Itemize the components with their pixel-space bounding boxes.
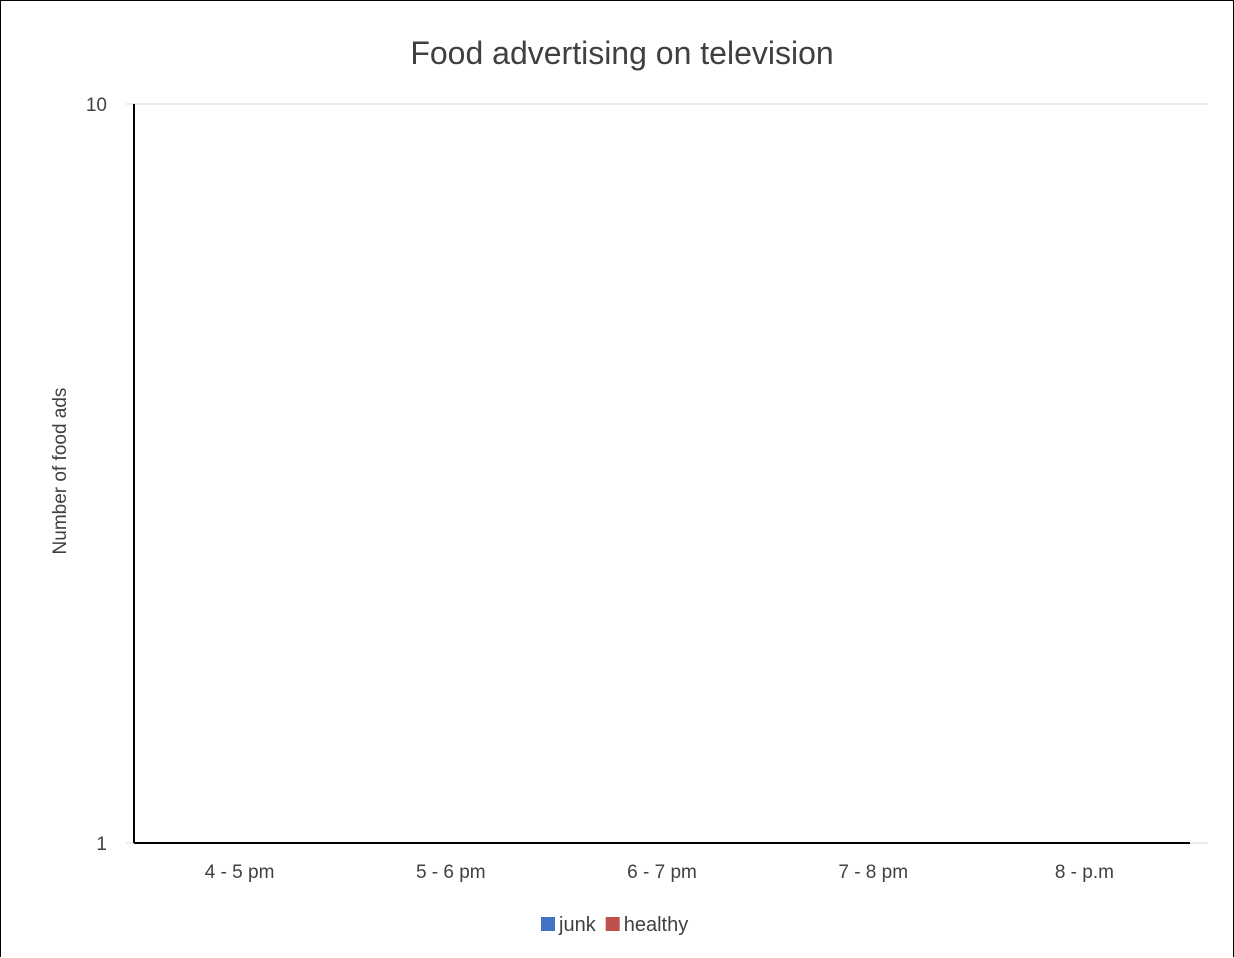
x-tick-label: 6 - 7 pm	[627, 862, 697, 883]
chart-title: Food advertising on television	[410, 35, 833, 71]
x-tick-label: 4 - 5 pm	[205, 862, 275, 883]
x-tick-label: 5 - 6 pm	[416, 862, 486, 883]
x-tick-label: 8 - p.m	[1055, 862, 1114, 883]
x-tick-labels: 4 - 5 pm 5 - 6 pm 6 - 7 pm 7 - 8 pm 8 - p.m	[205, 862, 1114, 883]
y-axis-label: Number of food ads	[50, 388, 71, 555]
legend-label-healthy: healthy	[624, 914, 689, 936]
legend: junk healthy	[541, 914, 688, 936]
legend-label-junk: junk	[558, 914, 597, 936]
gridlines	[126, 103, 1208, 844]
y-tick-labels: 1 10	[86, 95, 107, 855]
y-tick-label: 1	[96, 834, 107, 855]
legend-swatch-healthy	[605, 917, 620, 931]
y-tick-label: 10	[86, 95, 107, 116]
x-tick-label: 7 - 8 pm	[838, 862, 908, 883]
legend-swatch-junk	[541, 917, 555, 931]
